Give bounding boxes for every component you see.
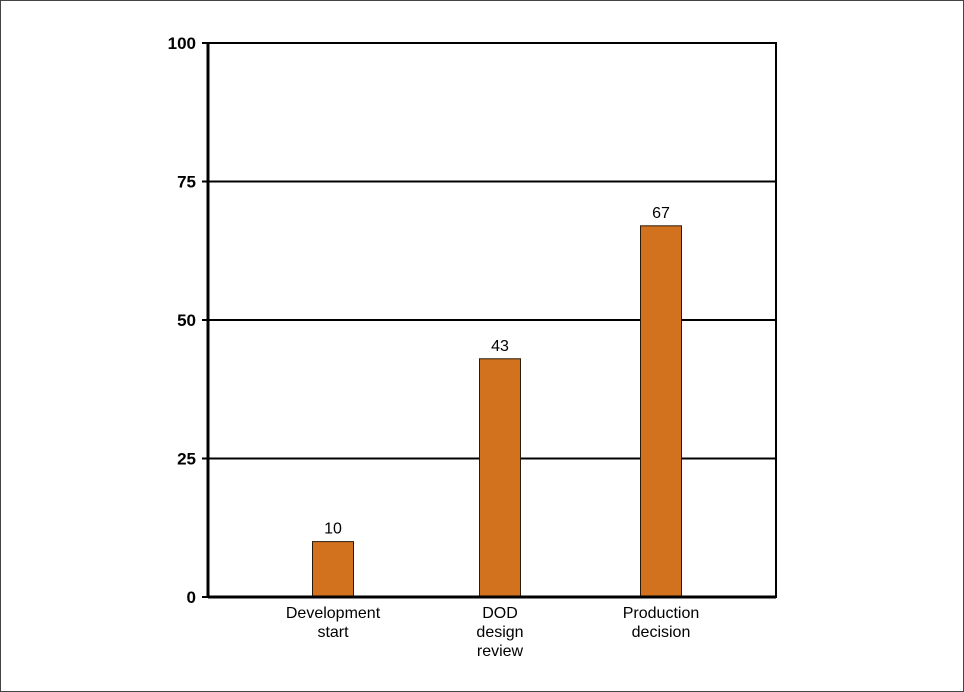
x-tick-label-line: decision (632, 624, 691, 641)
data-label: 67 (652, 205, 670, 222)
y-tick-label: 75 (177, 173, 196, 192)
bar (312, 541, 354, 598)
x-tick-label-line: design (476, 624, 523, 641)
data-labels: 10 43 67 (324, 205, 670, 538)
data-label: 10 (324, 521, 342, 538)
x-tick-label-line: Production (623, 605, 700, 622)
y-tick-labels: 0 25 50 75 100 (168, 34, 208, 607)
x-tick-label: Production decision (623, 605, 700, 641)
x-tick-label-line: Development (286, 605, 381, 622)
y-tick-label: 100 (168, 34, 196, 53)
bar (479, 358, 521, 598)
y-tick-label: 0 (187, 588, 196, 607)
bar (640, 225, 682, 598)
x-tick-labels: Development start DOD design review Productio… (286, 605, 699, 660)
data-label: 43 (491, 338, 509, 355)
x-tick-label-line: start (317, 624, 349, 641)
y-tick-label: 25 (177, 450, 196, 469)
x-tick-label-line: review (477, 643, 524, 660)
bars (312, 225, 682, 598)
x-tick-label: DOD design review (476, 605, 523, 660)
x-tick-label: Development start (286, 605, 381, 641)
y-tick-label: 50 (177, 311, 196, 330)
x-tick-label-line: DOD (482, 605, 518, 622)
